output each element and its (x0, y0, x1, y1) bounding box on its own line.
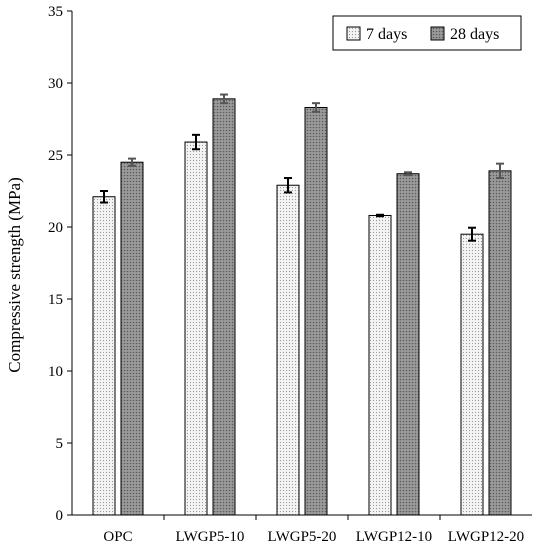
bar-28-days-LWGP5-20 (304, 106, 328, 516)
axes-layer (71, 11, 532, 516)
bar-28-days-LWGP12-20 (488, 170, 512, 516)
y-tick-label: 5 (56, 436, 64, 452)
y-tick-label: 0 (56, 508, 64, 524)
bar-7-days-LWGP12-20 (460, 233, 484, 516)
x-tick-label: OPC (103, 529, 132, 545)
bar-7-days-OPC (92, 196, 116, 516)
bar-28-days-LWGP5-10 (212, 98, 236, 516)
bar-28-days-OPC (120, 161, 144, 516)
y-tick-label: 35 (48, 4, 63, 20)
y-tick-label: 10 (48, 364, 63, 380)
bar-7-days-LWGP5-10 (184, 141, 208, 516)
legend-swatch-28-days (430, 26, 445, 41)
y-tick-label: 30 (48, 76, 63, 92)
ticks-layer: 0 5 10 15 20 25 30 35 OPC LWGP5-10 LWGP5-20 LWGP12-… (48, 4, 524, 545)
bar-7-days-LWGP12-10 (368, 214, 392, 516)
y-tick-label: 15 (48, 292, 63, 308)
x-tick-label: LWGP12-10 (356, 529, 432, 545)
x-tick-label: LWGP12-20 (448, 529, 524, 545)
legend-label-7-days: 7 days (366, 26, 407, 43)
legend-swatch-7-days (346, 26, 361, 41)
bar-28-days-LWGP12-10 (396, 173, 420, 516)
y-tick-label: 25 (48, 148, 63, 164)
bar-7-days-LWGP5-20 (276, 184, 300, 516)
error-bars-layer (100, 93, 504, 242)
x-tick-label: LWGP5-10 (176, 529, 245, 545)
bars-layer (92, 98, 512, 516)
legend: 7 days 28 days (332, 15, 522, 51)
y-axis-title: Compressive strength (MPa) (5, 177, 24, 372)
legend-box (332, 15, 522, 51)
x-tick-label: LWGP5-20 (268, 529, 337, 545)
y-tick-label: 20 (48, 220, 63, 236)
legend-label-28-days: 28 days (450, 26, 499, 43)
